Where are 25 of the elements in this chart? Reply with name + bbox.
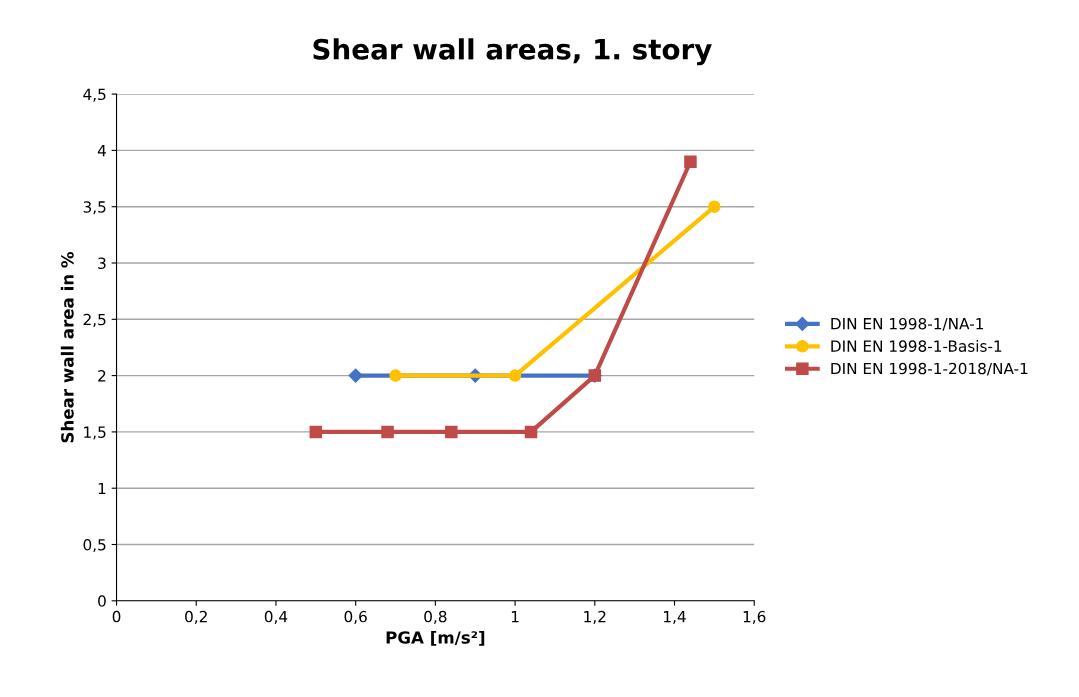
y-tick-label: 2,5 bbox=[83, 313, 106, 327]
x-tick-label: 0,4 bbox=[264, 610, 288, 624]
chart-title: Shear wall areas, 1. story bbox=[313, 38, 712, 66]
y-tick-label: 3,5 bbox=[83, 201, 106, 215]
y-tick-label: 4 bbox=[97, 145, 106, 157]
x-tick-label: 0,8 bbox=[424, 610, 447, 624]
legend-label: DIN EN 1998-1-2018/NA-1 bbox=[831, 362, 1028, 376]
x-tick-label: 0 bbox=[112, 610, 121, 623]
y-tick-label: 3 bbox=[98, 257, 106, 270]
x-tick-label: 1,6 bbox=[743, 610, 766, 624]
y-axis-title: Shear wall area in % bbox=[60, 251, 74, 443]
x-tick-label: 0,6 bbox=[344, 610, 367, 624]
x-tick-label: 1 bbox=[511, 611, 519, 623]
legend-label: DIN EN 1998-1/NA-1 bbox=[831, 317, 983, 331]
y-tick-label: 0 bbox=[98, 595, 106, 607]
x-axis-title: PGA [m/s²] bbox=[386, 630, 485, 646]
legend-label: DIN EN 1998-1-Basis-1 bbox=[831, 340, 1002, 352]
y-tick-label: 0,5 bbox=[83, 538, 106, 553]
y-tick-label: 1 bbox=[98, 482, 106, 495]
x-tick-label: 0,2 bbox=[185, 610, 207, 624]
x-tick-label: 1,4 bbox=[664, 611, 686, 624]
y-tick-label: 4,5 bbox=[83, 88, 106, 102]
y-tick-label: 1,5 bbox=[84, 426, 106, 440]
x-tick-label: 1,2 bbox=[584, 610, 606, 624]
y-tick-label: 2 bbox=[98, 370, 106, 382]
